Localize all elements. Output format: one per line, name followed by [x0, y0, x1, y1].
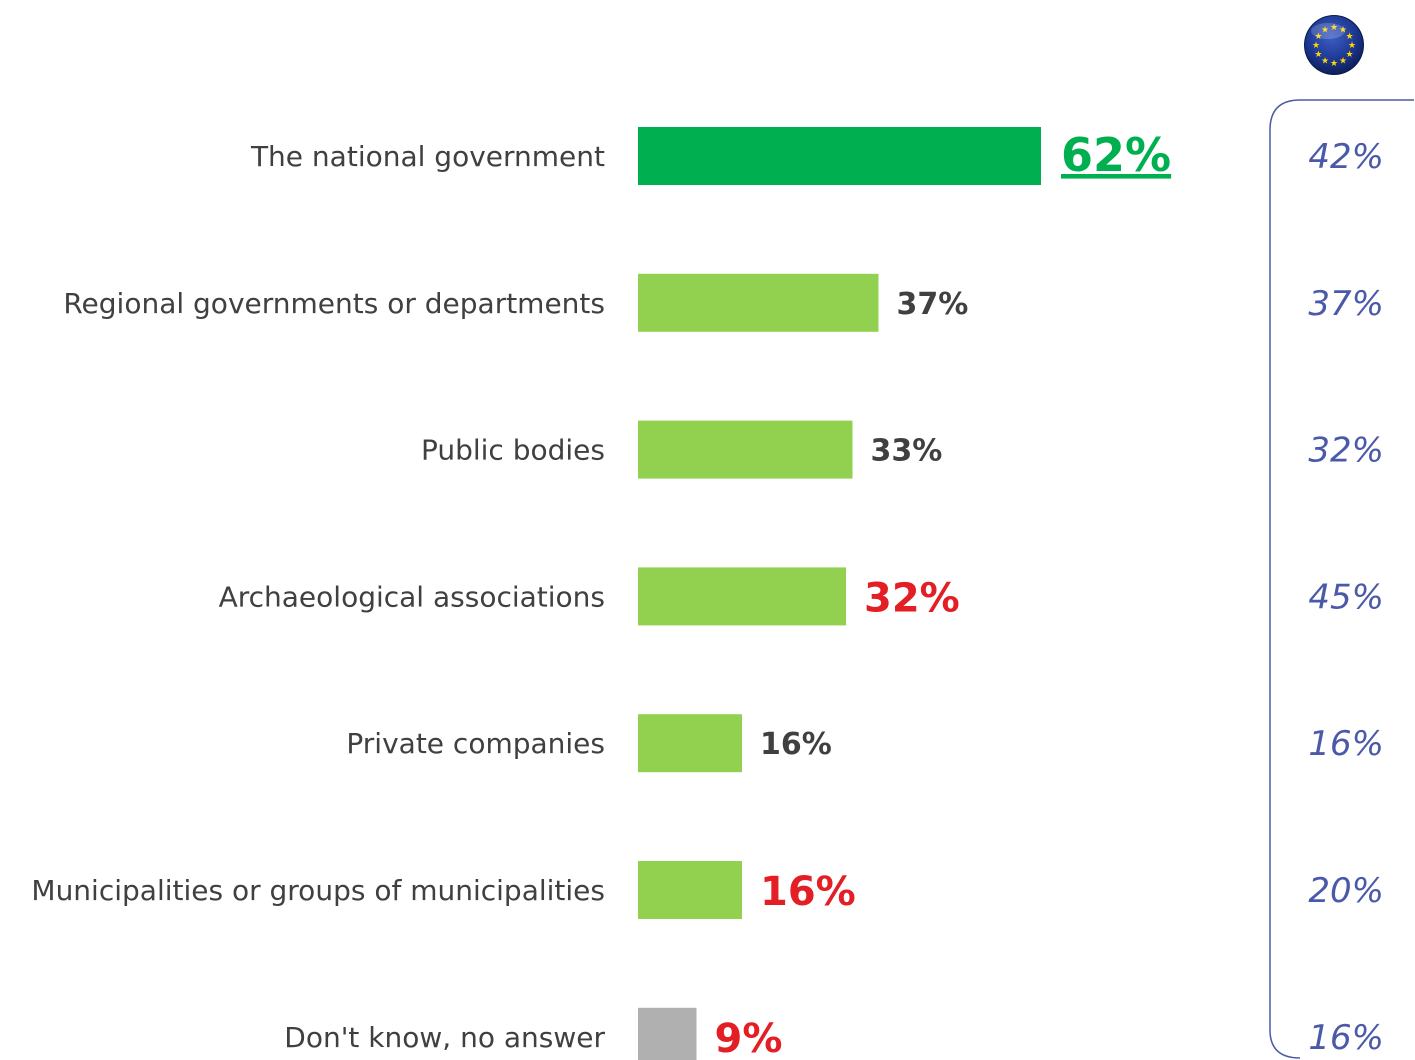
- eu-average-label: 37%: [1308, 284, 1384, 324]
- category-label: Regional governments or departments: [63, 287, 605, 320]
- eu-flag-disc: [1305, 16, 1363, 74]
- eu-average-label: 16%: [1308, 724, 1384, 764]
- eu-star-icon: ★: [1348, 41, 1356, 51]
- eu-average-label: 32%: [1308, 431, 1384, 471]
- value-label: 16%: [760, 727, 832, 762]
- category-label: The national government: [250, 140, 605, 173]
- eu-star-icon: ★: [1339, 25, 1347, 35]
- category-label: Municipalities or groups of municipaliti…: [31, 874, 605, 907]
- eu-star-icon: ★: [1339, 57, 1347, 67]
- value-label: 37%: [897, 287, 969, 322]
- category-label: Archaeological associations: [219, 580, 605, 613]
- eu-star-icon: ★: [1321, 25, 1329, 35]
- value-label: 16%: [760, 869, 856, 915]
- bar: [638, 861, 742, 919]
- bar: [638, 273, 879, 332]
- eu-star-icon: ★: [1346, 50, 1354, 60]
- category-label: Don't know, no answer: [284, 1021, 605, 1054]
- eu-average-label: 42%: [1308, 137, 1384, 177]
- category-label: Private companies: [346, 727, 605, 760]
- bar: [638, 567, 846, 626]
- eu-average-bracket: [1269, 99, 1414, 1059]
- eu-star-icon: ★: [1330, 23, 1338, 33]
- eu-flag-icon: ★★★★★★★★★ ★ ★★: [1304, 15, 1364, 75]
- eu-average-label: 16%: [1308, 1018, 1384, 1058]
- eu-star-icon: ★: [1314, 50, 1322, 60]
- eu-star-icon: ★: [1330, 59, 1338, 69]
- value-label: 62%: [1061, 128, 1171, 182]
- category-label: Public bodies: [421, 434, 605, 467]
- bar: [638, 127, 1041, 185]
- eu-star-icon: ★: [1346, 32, 1354, 42]
- value-label: 9%: [715, 1016, 783, 1060]
- bar: [638, 1007, 697, 1060]
- eu-flag-gloss: [1311, 23, 1345, 39]
- eu-average-label: 20%: [1308, 871, 1384, 911]
- bar: [638, 420, 853, 479]
- eu-average-label: 45%: [1308, 577, 1384, 617]
- value-label: 33%: [871, 434, 943, 469]
- bar: [638, 714, 742, 773]
- eu-star-icon: ★: [1314, 32, 1322, 42]
- eu-star-icon: ★: [1312, 41, 1320, 51]
- eu-star-icon: ★: [1321, 57, 1329, 67]
- value-label: 32%: [864, 575, 960, 621]
